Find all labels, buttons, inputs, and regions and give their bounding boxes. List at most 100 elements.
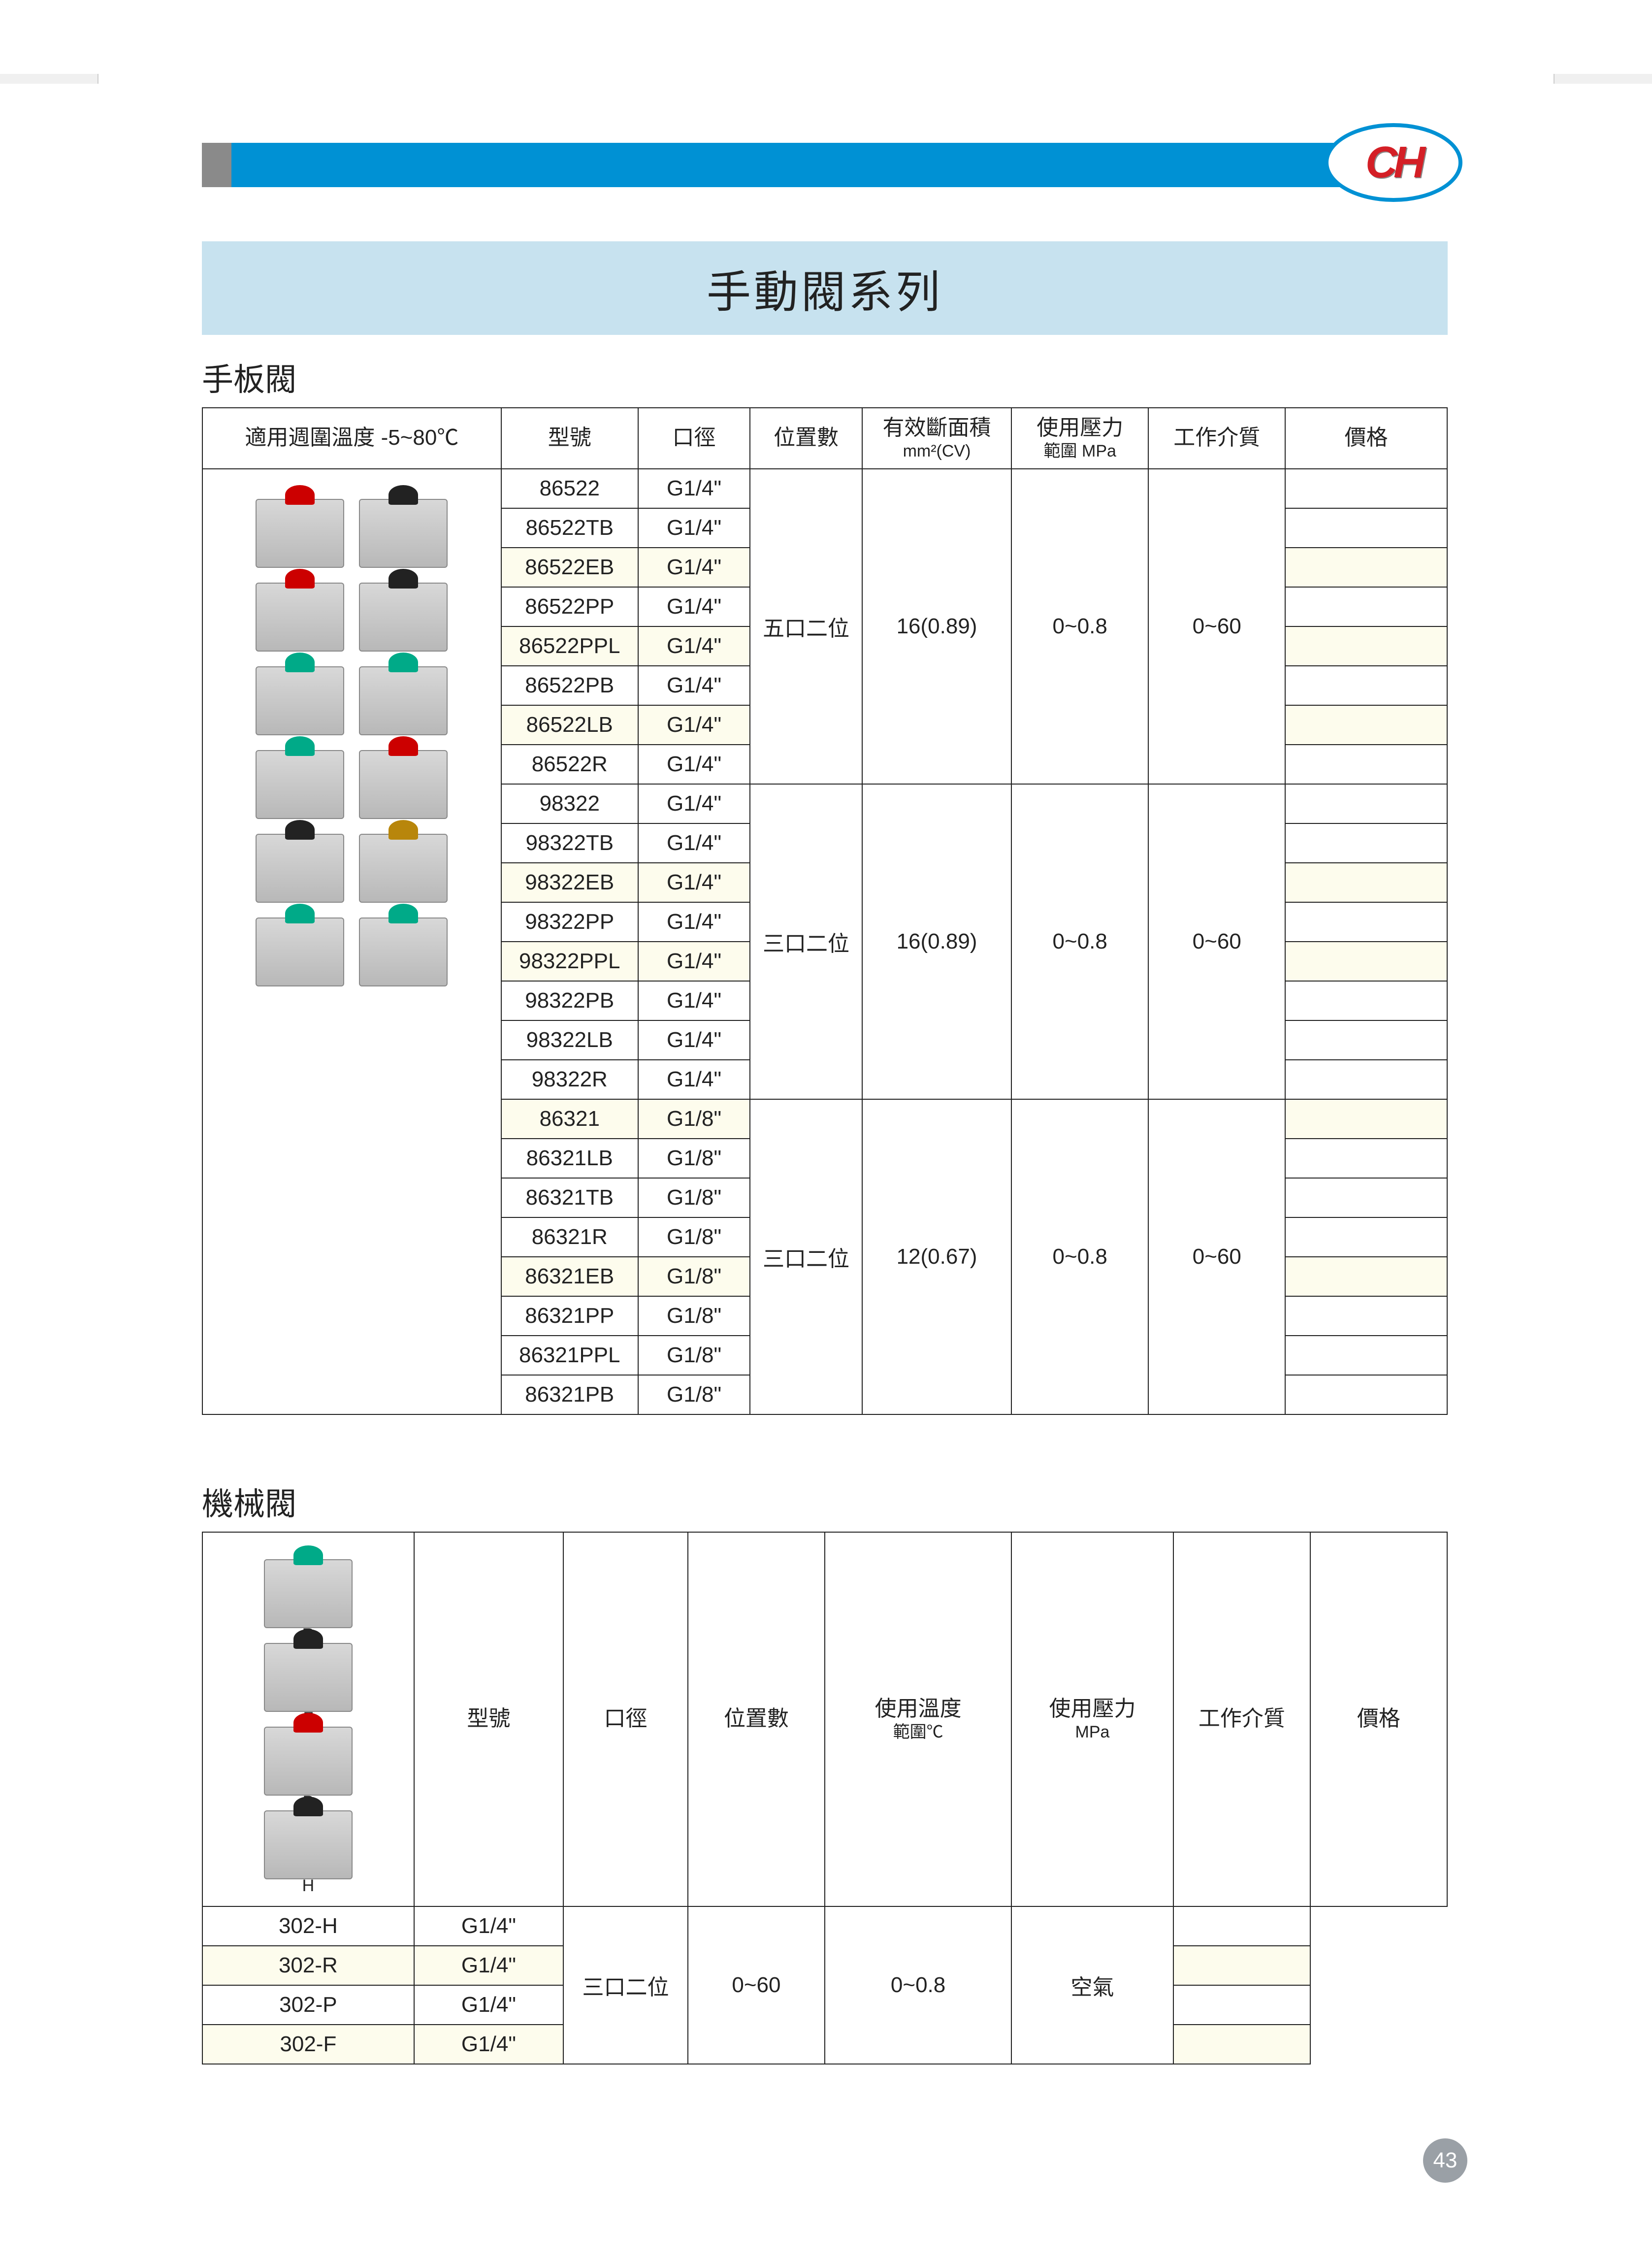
cell-model: 98322PB [501,981,638,1020]
section2-heading: 機械閥 [202,1479,1448,1524]
valve-thumb-icon [359,750,448,819]
cell-price [1285,626,1447,666]
col-area-label: 有效斷面積 [883,416,991,440]
col-bore: 口徑 [563,1532,688,1906]
cell-position: 三口二位 [750,784,862,1099]
cell-model: 86522R [501,745,638,784]
cell-price [1285,902,1447,942]
cell-price [1285,469,1447,508]
valve-thumb-icon: H [264,1810,353,1879]
cell-bore: G1/4" [638,942,750,981]
header-bar: CH [202,143,1448,187]
table-row: 302-HG1/4"三口二位0~600~0.8空氣 [202,1906,1447,1946]
product-image-placeholder: RFPH [206,1540,411,1899]
valve-thumb-icon [256,666,344,735]
col-area: 有效斷面積 mm²(CV) [862,408,1011,469]
cell-model: 98322TB [501,823,638,863]
product-image-placeholder [213,479,491,1006]
page-title-banner: 手動閥系列 [202,241,1448,335]
cell-model: 86522PPL [501,626,638,666]
col-price: 價格 [1310,1532,1447,1906]
cell-pressure: 0~0.8 [1011,469,1148,784]
cell-pressure: 0~0.8 [1011,1099,1148,1414]
col-temp-label: 使用溫度 [875,1697,962,1721]
cell-price [1285,1099,1447,1139]
cell-price [1285,1178,1447,1217]
cell-area: 16(0.89) [862,469,1011,784]
cell-bore: G1/4" [638,666,750,705]
cell-bore: G1/4" [638,745,750,784]
cell-position: 三口二位 [750,1099,862,1414]
col-pressure-sub: 範圍 MPa [1015,441,1145,461]
cell-model: 302-F [202,2025,414,2064]
cell-model: 86321TB [501,1178,638,1217]
cell-bore: G1/4" [414,1946,563,1985]
cell-temp: 0~60 [688,1906,825,2064]
header-bar-grey-segment [202,143,231,187]
cell-bore: G1/8" [638,1257,750,1296]
cell-model: 302-P [202,1985,414,2025]
col-pressure-label: 使用壓力 [1049,1697,1135,1721]
cell-bore: G1/8" [638,1336,750,1375]
cell-medium: 0~60 [1148,784,1285,1099]
col-model: 型號 [501,408,638,469]
cell-price [1285,1257,1447,1296]
cell-price [1285,1217,1447,1257]
cell-price [1285,745,1447,784]
valve-thumb-icon [359,918,448,986]
col-pressure: 使用壓力 MPa [1011,1532,1173,1906]
cell-bore: G1/4" [638,548,750,587]
col-area-sub: mm²(CV) [866,441,1008,461]
valve-thumb-icon [359,834,448,903]
col-image-note: 適用週圍溫度 -5~80℃ [202,408,501,469]
cell-bore: G1/4" [638,1020,750,1060]
cell-bore: G1/4" [414,1906,563,1946]
cell-bore: G1/4" [638,784,750,823]
cell-bore: G1/4" [638,863,750,902]
cell-price [1285,1375,1447,1414]
cell-model: 98322R [501,1060,638,1099]
cell-bore: G1/4" [638,981,750,1020]
page-number: 43 [1433,2148,1458,2173]
col-pressure-label: 使用壓力 [1037,416,1123,440]
valve-thumb-icon [359,583,448,652]
col-position: 位置數 [688,1532,825,1906]
cell-price [1285,981,1447,1020]
cell-bore: G1/4" [638,902,750,942]
valve-thumb-icon [359,666,448,735]
cell-bore: G1/8" [638,1217,750,1257]
cell-model: 302-R [202,1946,414,1985]
page-notch-right [1554,74,1652,84]
cell-price [1285,587,1447,626]
cell-bore: G1/4" [638,823,750,863]
cell-model: 98322 [501,784,638,823]
cell-price [1285,823,1447,863]
cell-model: 86522EB [501,548,638,587]
cell-price [1173,1946,1310,1985]
cell-model: 86321PB [501,1375,638,1414]
cell-model: 302-H [202,1906,414,1946]
cell-area: 16(0.89) [862,784,1011,1099]
cell-pressure: 0~0.8 [825,1906,1011,2064]
cell-price [1285,548,1447,587]
cell-price [1173,1906,1310,1946]
col-temp: 使用溫度 範圍℃ [825,1532,1011,1906]
cell-price [1285,1336,1447,1375]
cell-bore: G1/4" [638,1060,750,1099]
valve-thumb-icon [256,750,344,819]
valve-thumb-icon [256,583,344,652]
valve-thumb-icon [256,499,344,568]
section2-table: RFPH 型號 口徑 位置數 使用溫度 範圍℃ 使用壓力 MPa 工作介質 價格… [202,1532,1448,2064]
cell-medium: 0~60 [1148,469,1285,784]
cell-bore: G1/4" [638,587,750,626]
col-model: 型號 [414,1532,563,1906]
valve-thumb-icon [256,918,344,986]
cell-bore: G1/4" [414,1985,563,2025]
valve-thumb-icon: R [264,1559,353,1628]
cell-model: 98322EB [501,863,638,902]
cell-model: 86321EB [501,1257,638,1296]
cell-model: 86321 [501,1099,638,1139]
valve-thumb-icon: F [264,1643,353,1712]
cell-bore: G1/4" [638,469,750,508]
cell-model: 86522TB [501,508,638,548]
